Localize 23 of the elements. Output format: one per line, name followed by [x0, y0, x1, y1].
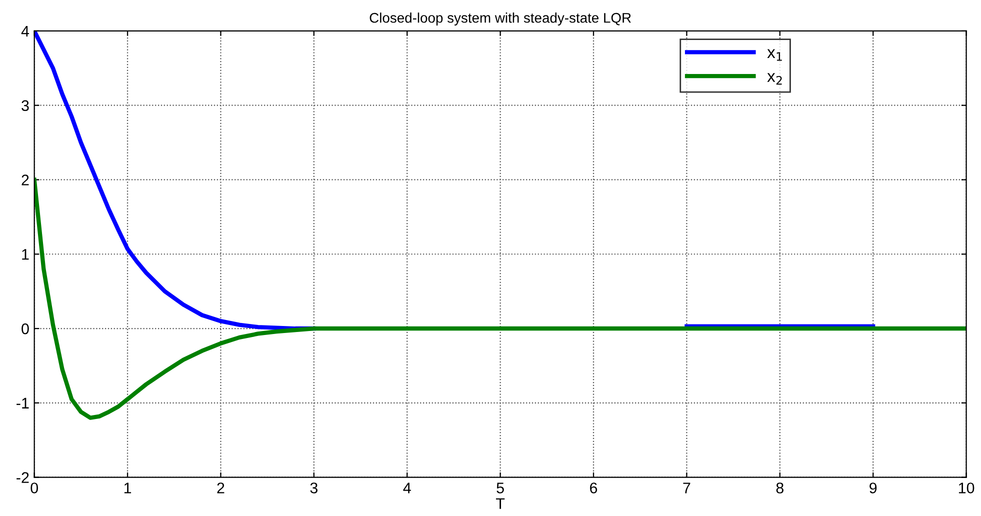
y-tick-label: 1 — [22, 249, 29, 260]
x-tick-label: 8 — [776, 482, 784, 494]
x-tick-label: 0 — [30, 482, 38, 494]
x-tick-label: 3 — [310, 482, 318, 494]
x-tick-label: 2 — [217, 482, 224, 494]
x-tick-label: 10 — [958, 482, 974, 494]
line-series — [34, 178, 966, 420]
chart-title: Closed-loop system with steady-state LQR — [370, 12, 631, 26]
y-tick-label: 0 — [22, 323, 29, 334]
x-axis-title: T — [496, 498, 505, 509]
x-tick-label: 6 — [590, 482, 598, 494]
x-tick-label: 1 — [124, 482, 132, 494]
y-tick-label: -2 — [16, 472, 29, 483]
y-tick-label: 3 — [22, 100, 29, 112]
legend-label: x$_{2}$ — [767, 73, 782, 85]
x-tick-label: 4 — [403, 482, 411, 494]
x-tick-label: 5 — [496, 482, 504, 494]
x-tick-label: 9 — [870, 482, 877, 494]
y-tick-label: -1 — [16, 398, 29, 408]
x-tick-label: 7 — [683, 482, 690, 494]
y-tick-label: 2 — [22, 174, 29, 186]
y-tick-label: 4 — [21, 26, 30, 36]
legend-label: x$_{1}$ — [767, 49, 782, 61]
